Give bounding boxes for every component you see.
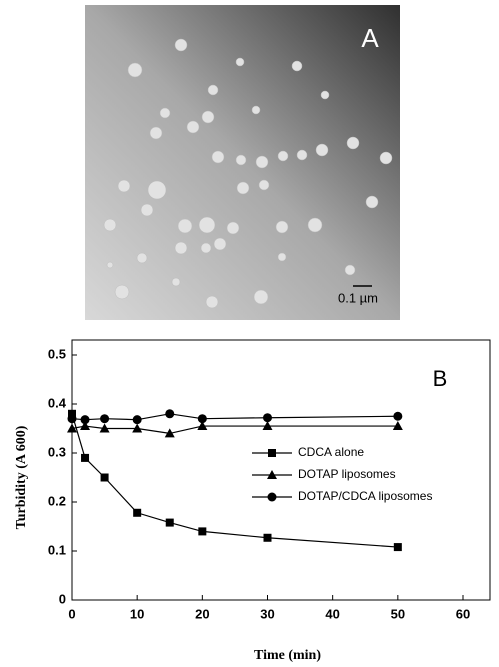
marker [67,423,77,433]
y-tick-label: 0.4 [48,395,67,410]
marker [68,409,76,418]
legend-label: DOTAP liposomes [298,467,396,481]
chart: 0 0.1 0.2 0.3 0.4 0.5 0 10 20 30 40 50 60 Time (min) T… [14,339,491,663]
x-tick-label: 0 [68,606,75,621]
y-axis-label: Turbidity (A 600) [14,425,29,529]
marker [197,421,208,431]
marker [165,409,175,419]
marker [100,414,110,424]
x-tick-label: 50 [391,606,405,621]
legend-label: DOTAP/CDCA liposomes [298,489,432,503]
y-tick-label: 0.1 [48,542,66,557]
marker [165,518,174,527]
marker [132,423,143,433]
x-tick-label: 10 [130,606,144,621]
marker [262,421,273,431]
x-tick-label: 40 [325,606,339,621]
panel-label: B [433,366,448,391]
marker [392,421,403,431]
marker [267,492,277,502]
marker [133,508,142,517]
marker [268,449,276,457]
marker [99,423,110,433]
marker [132,415,142,425]
micrograph: A 0.1 µm [85,5,400,320]
marker [67,414,77,424]
marker [164,428,175,438]
marker [393,411,403,421]
marker [267,470,277,479]
x-tick-label: 60 [456,606,470,621]
legend-label: CDCA alone [298,445,364,459]
marker [80,421,91,431]
series-line [71,413,398,421]
marker [393,543,402,552]
panel-label: A [361,23,379,53]
plot-frame [71,339,491,601]
scale-bar-label: 0.1 µm [338,290,378,305]
y-tick-label: 0 [59,591,66,606]
marker [100,473,109,482]
series-line [71,425,398,435]
marker [80,415,90,425]
marker [198,527,207,536]
marker [263,533,272,542]
x-tick-label: 20 [195,606,209,621]
y-tick-label: 0.5 [48,346,66,361]
x-tick-label: 30 [260,606,274,621]
y-tick-label: 0.2 [48,493,66,508]
marker [81,453,90,462]
marker [197,414,207,424]
x-axis-label: Time (min) [254,648,321,663]
y-tick-label: 0.3 [48,444,66,459]
marker [263,413,272,423]
